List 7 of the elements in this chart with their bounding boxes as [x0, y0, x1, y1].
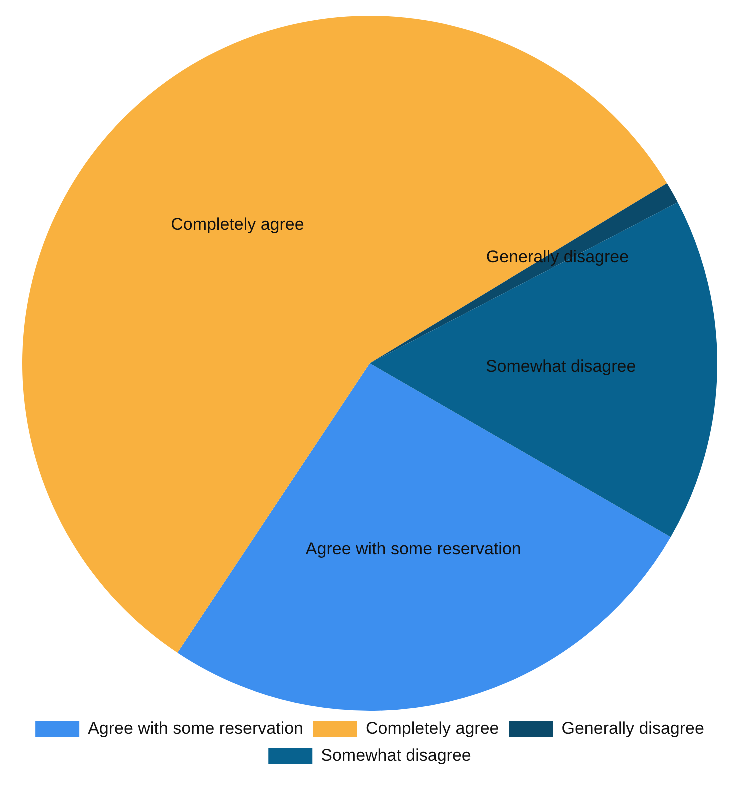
slice-label: Completely agree — [171, 215, 304, 234]
slice-label: Agree with some reservation — [306, 539, 522, 558]
legend-label: Agree with some reservation — [88, 719, 304, 738]
slice-label: Somewhat disagree — [486, 357, 636, 376]
legend-label: Completely agree — [366, 719, 500, 738]
legend-label: Somewhat disagree — [321, 746, 472, 766]
legend-label: Generally disagree — [562, 719, 704, 738]
